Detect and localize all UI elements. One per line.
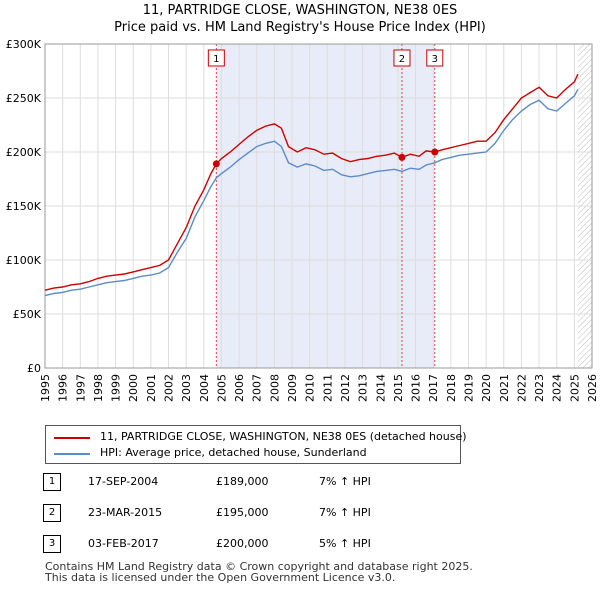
x-tick-label: 2022 — [515, 374, 528, 402]
x-tick-label: 2005 — [215, 374, 228, 402]
x-tick-label: 2024 — [551, 374, 564, 402]
x-tick-label: 2018 — [445, 374, 458, 402]
x-tick-label: 2014 — [374, 374, 387, 402]
plot-border — [44, 43, 593, 369]
sale-price: £195,000 — [216, 506, 269, 519]
x-tick-label: 2000 — [127, 374, 140, 402]
series-line — [44, 73, 579, 291]
sale-date: 23-MAR-2015 — [88, 506, 163, 519]
x-tick-label: 2015 — [392, 374, 405, 402]
x-tick-label: 2009 — [286, 374, 299, 402]
y-tick-label: £250K — [6, 92, 42, 105]
y-tick-label: £100K — [6, 254, 42, 267]
x-tick-label: 2007 — [251, 374, 264, 402]
series-line — [44, 89, 579, 297]
sale-number-box: 3 — [43, 535, 61, 553]
y-tick-label: £50K — [13, 308, 42, 321]
y-tick-label: £300K — [6, 38, 42, 51]
sale-marker-box — [426, 49, 444, 67]
x-tick-label: 1999 — [110, 374, 123, 402]
x-tick-label: 2023 — [533, 374, 546, 402]
x-tick-label: 2010 — [304, 374, 317, 402]
x-tick-label: 2001 — [145, 374, 158, 402]
sale-price: £189,000 — [216, 475, 269, 488]
x-tick-label: 1997 — [74, 374, 87, 402]
sale-date: 03-FEB-2017 — [88, 537, 159, 550]
sale-hpi-diff: 5% ↑ HPI — [319, 537, 371, 550]
sale-point — [212, 160, 220, 168]
legend-label-hpi: HPI: Average price, detached house, Sund… — [100, 446, 367, 459]
x-tick-label: 1996 — [57, 374, 70, 402]
footer-licence: This data is licensed under the Open Gov… — [45, 571, 396, 584]
x-tick-label: 2008 — [268, 374, 281, 402]
y-tick-label: £0 — [27, 362, 41, 375]
footer-notice: Contains HM Land Registry data © Crown c… — [45, 561, 473, 583]
sale-marker-label: 1 — [213, 54, 219, 65]
chart-title: 11, PARTRIDGE CLOSE, WASHINGTON, NE38 0E… — [142, 3, 458, 18]
x-tick-label: 2016 — [410, 374, 423, 402]
legend-label-property: 11, PARTRIDGE CLOSE, WASHINGTON, NE38 0E… — [100, 430, 467, 443]
sale-point — [398, 153, 406, 161]
sale-point — [431, 148, 439, 156]
legend-swatch-property — [54, 437, 90, 439]
x-tick-label: 2013 — [357, 374, 370, 402]
sale-price: £200,000 — [216, 537, 269, 550]
x-tick-label: 2021 — [498, 374, 511, 402]
sale-marker-label: 3 — [432, 54, 438, 65]
y-tick-label: £150K — [6, 200, 42, 213]
x-tick-label: 2026 — [586, 374, 599, 402]
price-chart: £0 £50K £100K £150K £200K £250K £300K 1995 1996 1… — [6, 38, 599, 402]
x-tick-label: 2017 — [427, 374, 440, 402]
x-tick-label: 2019 — [462, 374, 475, 402]
sale-marker-box — [393, 49, 411, 67]
x-tick-label: 2002 — [163, 374, 176, 402]
y-tick-label: £200K — [6, 146, 42, 159]
x-tick-label: 2004 — [198, 374, 211, 402]
sale-number-box: 1 — [43, 473, 61, 491]
sale-number-box: 2 — [43, 504, 61, 522]
sale-marker-box — [207, 49, 225, 67]
legend-swatch-hpi — [54, 453, 90, 455]
x-tick-label: 2025 — [568, 374, 581, 402]
sale-hpi-diff: 7% ↑ HPI — [319, 506, 371, 519]
x-tick-label: 2012 — [339, 374, 352, 402]
chart-legend: 11, PARTRIDGE CLOSE, WASHINGTON, NE38 0E… — [45, 425, 467, 464]
x-tick-label: 2003 — [180, 374, 193, 402]
x-tick-label: 2020 — [480, 374, 493, 402]
sale-date: 17-SEP-2004 — [88, 475, 159, 488]
chart-subtitle: Price paid vs. HM Land Registry's House … — [114, 20, 486, 35]
x-tick-label: 2006 — [233, 374, 246, 402]
sale-hpi-diff: 7% ↑ HPI — [319, 475, 371, 488]
x-tick-label: 2011 — [321, 374, 334, 402]
x-tick-label: 1998 — [92, 374, 105, 402]
footer-copyright: Contains HM Land Registry data © Crown c… — [45, 560, 473, 573]
x-tick-label: 1995 — [39, 374, 52, 402]
sale-marker-label: 2 — [399, 54, 405, 65]
